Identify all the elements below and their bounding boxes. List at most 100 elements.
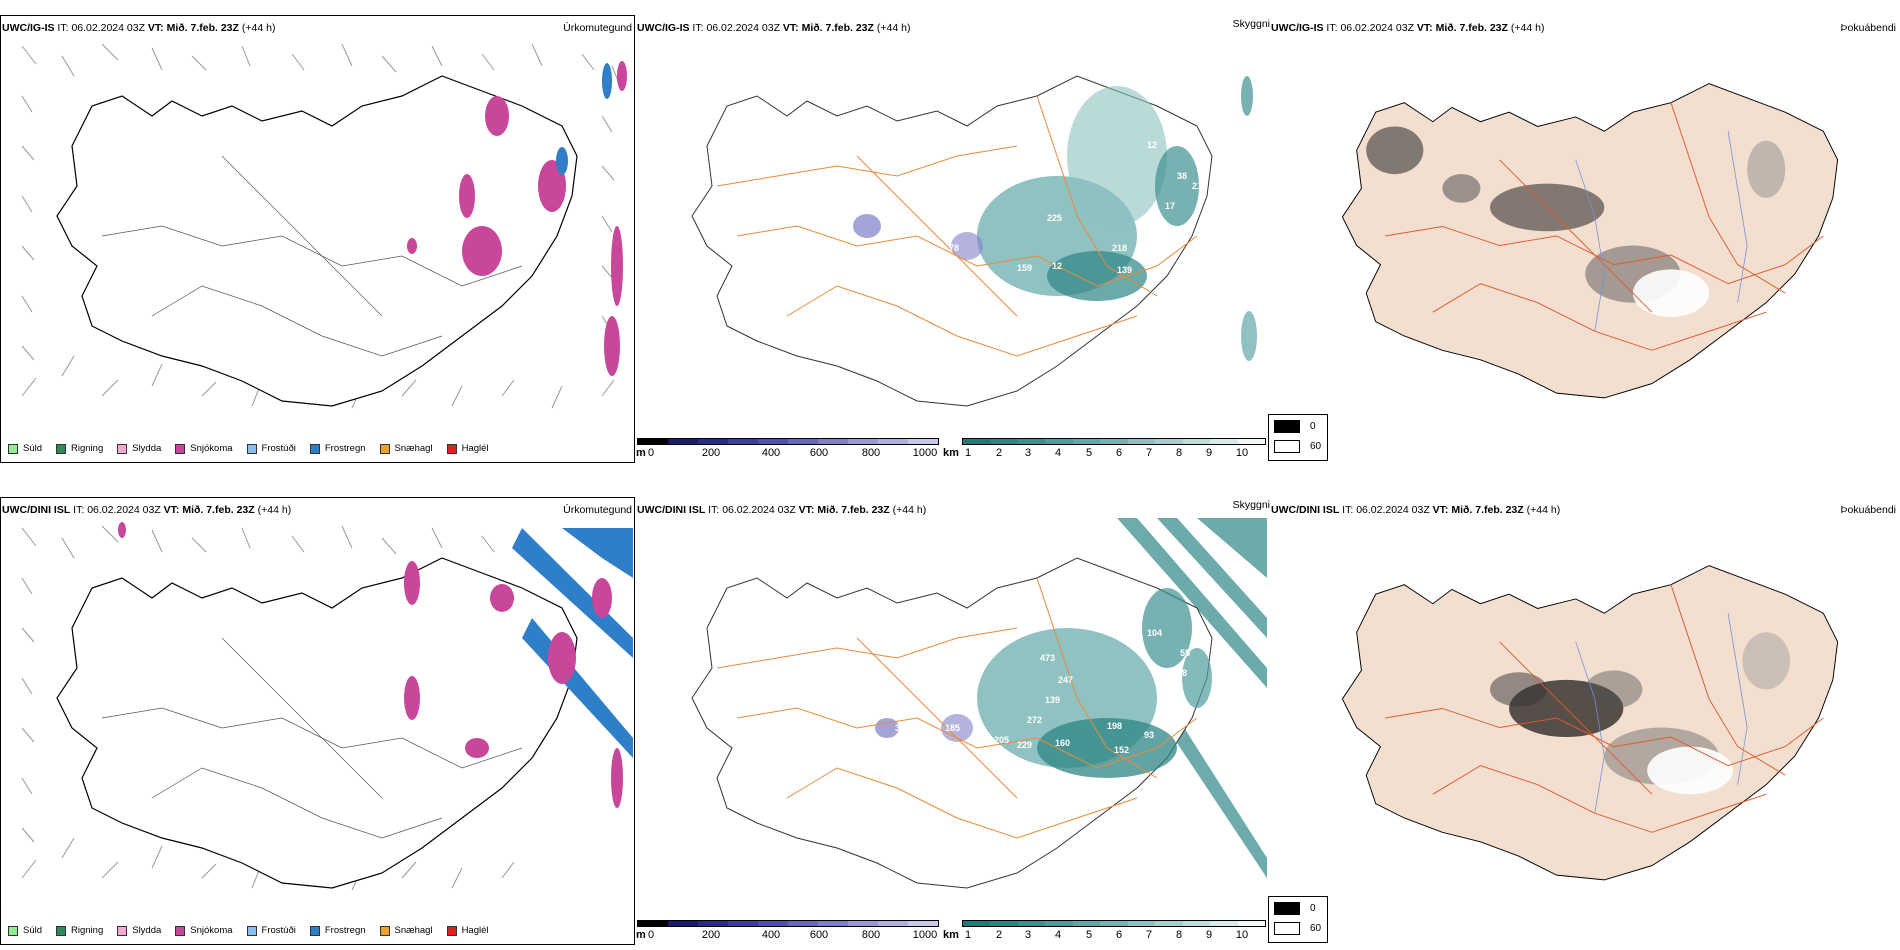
visibility-map: 159 12 218 139 225 78 18 12 38 21 17 [691, 75, 1257, 407]
legend-item: Rigning [56, 443, 103, 454]
vis-label: 160 [1055, 738, 1070, 748]
frost-areas [556, 63, 612, 175]
lead-time: (+44 h) [1526, 504, 1561, 516]
vt-label: VT: [147, 22, 164, 34]
vis-label: 17 [1165, 201, 1175, 211]
it-label: IT: [1326, 22, 1338, 34]
vis-label: 93 [1144, 730, 1154, 740]
model-name: UWC/DINI ISL [1271, 504, 1340, 516]
it-value: 06.02.2024 03Z [71, 22, 145, 34]
vt-label: VT: [1416, 22, 1433, 34]
vt-label: VT: [782, 22, 799, 34]
model-name: UWC/DINI ISL [637, 504, 706, 516]
model-name: UWC/DINI ISL [2, 504, 71, 516]
ceiling-unit: m [636, 929, 646, 941]
vis-label: 272 [1027, 715, 1042, 725]
legend-item: Haglél [446, 443, 489, 454]
lead-time: (+44 h) [257, 504, 292, 516]
vis-label: 152 [1114, 745, 1129, 755]
visibility-shading [853, 76, 1257, 361]
model-name: UWC/IG-IS [2, 22, 55, 34]
visibility-map: 473 247 139 272 205 229 160 198 152 93 1… [691, 518, 1267, 889]
it-label: IT: [692, 22, 704, 34]
precip-legend: Súld Rigning Slydda Snjókoma Frostúði Fr… [8, 443, 503, 454]
visibility-title: Skyggni [1232, 18, 1270, 30]
iceland-outline [1341, 83, 1839, 399]
rivers [1575, 131, 1748, 332]
roads [101, 637, 523, 839]
legend-item: Rigning [56, 925, 103, 936]
vis-label: 18 [875, 261, 885, 271]
visibility-unit: km [943, 929, 959, 941]
it-value: 06.02.2024 03Z [722, 504, 796, 516]
visibility-colorbar [962, 920, 1266, 927]
fog-title: Þokuábendi [1840, 22, 1896, 34]
visibility-unit: km [943, 447, 959, 459]
ceiling-ticks: 0 200 400 600 800 1000 [647, 929, 938, 941]
vis-label: 139 [1045, 695, 1060, 705]
vt-value: Mið. 7.feb. 23Z [801, 22, 874, 34]
panel-header: UWC/DINI ISL IT: 06.02.2024 03Z VT: Mið.… [1271, 504, 1560, 517]
fog-legend-item: 60 [1274, 922, 1321, 935]
vis-label: 55 [1180, 648, 1190, 658]
fog-title: Þokuábendi [1840, 504, 1896, 516]
vis-label: 159 [1017, 263, 1032, 273]
panel-header: UWC/IG-IS IT: 06.02.2024 03Z VT: Mið. 7.… [637, 22, 910, 35]
vis-label: 225 [1047, 213, 1062, 223]
visibility-title: Skyggni [1232, 499, 1270, 511]
it-label: IT: [73, 504, 85, 516]
it-label: IT: [1342, 504, 1354, 516]
panel-header: UWC/DINI ISL IT: 06.02.2024 03Z VT: Mið.… [2, 504, 291, 517]
fog-shading [1490, 632, 1790, 795]
model-name: UWC/IG-IS [637, 22, 690, 34]
it-value: 06.02.2024 03Z [1356, 504, 1430, 516]
visibility-labels: 473 247 139 272 205 229 160 198 152 93 1… [895, 628, 1190, 755]
visibility-shading [875, 588, 1212, 778]
vis-label: 247 [1058, 675, 1073, 685]
lead-time: (+44 h) [241, 22, 276, 34]
lead-time: (+44 h) [1510, 22, 1545, 34]
model-name: UWC/IG-IS [1271, 22, 1324, 34]
vis-label: 185 [945, 723, 960, 733]
vt-value: Mið. 7.feb. 23Z [1451, 504, 1524, 516]
visibility-ticks: 1 2 3 4 5 6 7 8 9 10 [964, 447, 1249, 459]
legend-item: Snæhagl [379, 925, 433, 936]
it-value: 06.02.2024 03Z [87, 504, 161, 516]
fog-map [1341, 83, 1839, 399]
legend-item: Frostúði [246, 925, 296, 936]
fog-legend-item: 60 [1274, 440, 1321, 453]
vis-label: 139 [1117, 265, 1132, 275]
visibility-colorbar [962, 438, 1266, 445]
ceiling-unit: m [636, 447, 646, 459]
roads [716, 577, 1198, 839]
vt-label: VT: [798, 504, 815, 516]
precip-legend: Súld Rigning Slydda Snjókoma Frostúði Fr… [8, 925, 503, 936]
legend-item: Snjókoma [175, 443, 233, 454]
precip-type-map [21, 522, 633, 891]
vt-value: Mið. 7.feb. 23Z [1435, 22, 1508, 34]
precip-title: Úrkomutegund [563, 504, 632, 516]
iceland-outline [56, 557, 578, 889]
vis-label: 104 [1147, 628, 1162, 638]
precip-title: Úrkomutegund [563, 22, 632, 34]
vt-value: Mið. 7.feb. 23Z [182, 504, 255, 516]
fog-map [1341, 565, 1839, 881]
iceland-outline [56, 75, 578, 407]
it-label: IT: [708, 504, 720, 516]
it-value: 06.02.2024 03Z [706, 22, 780, 34]
vt-value: Mið. 7.feb. 23Z [166, 22, 239, 34]
legend-item: Frostregn [309, 443, 366, 454]
panel-header: UWC/IG-IS IT: 06.02.2024 03Z VT: Mið. 7.… [1271, 22, 1544, 35]
visibility-labels: 159 12 218 139 225 78 18 12 38 21 17 [875, 140, 1202, 275]
panel-header: UWC/DINI ISL IT: 06.02.2024 03Z VT: Mið.… [637, 504, 926, 517]
snow-areas [118, 522, 623, 808]
legend-item: Frostúði [246, 443, 296, 454]
vis-label: 21 [1192, 181, 1202, 191]
vt-label: VT: [163, 504, 180, 516]
fog-legend-item: 0 [1274, 420, 1316, 433]
precip-type-map [21, 43, 627, 409]
ceiling-colorbar [637, 438, 939, 445]
fog-shading [1366, 126, 1786, 317]
vis-label: 229 [1017, 740, 1032, 750]
vt-label: VT: [1432, 504, 1449, 516]
